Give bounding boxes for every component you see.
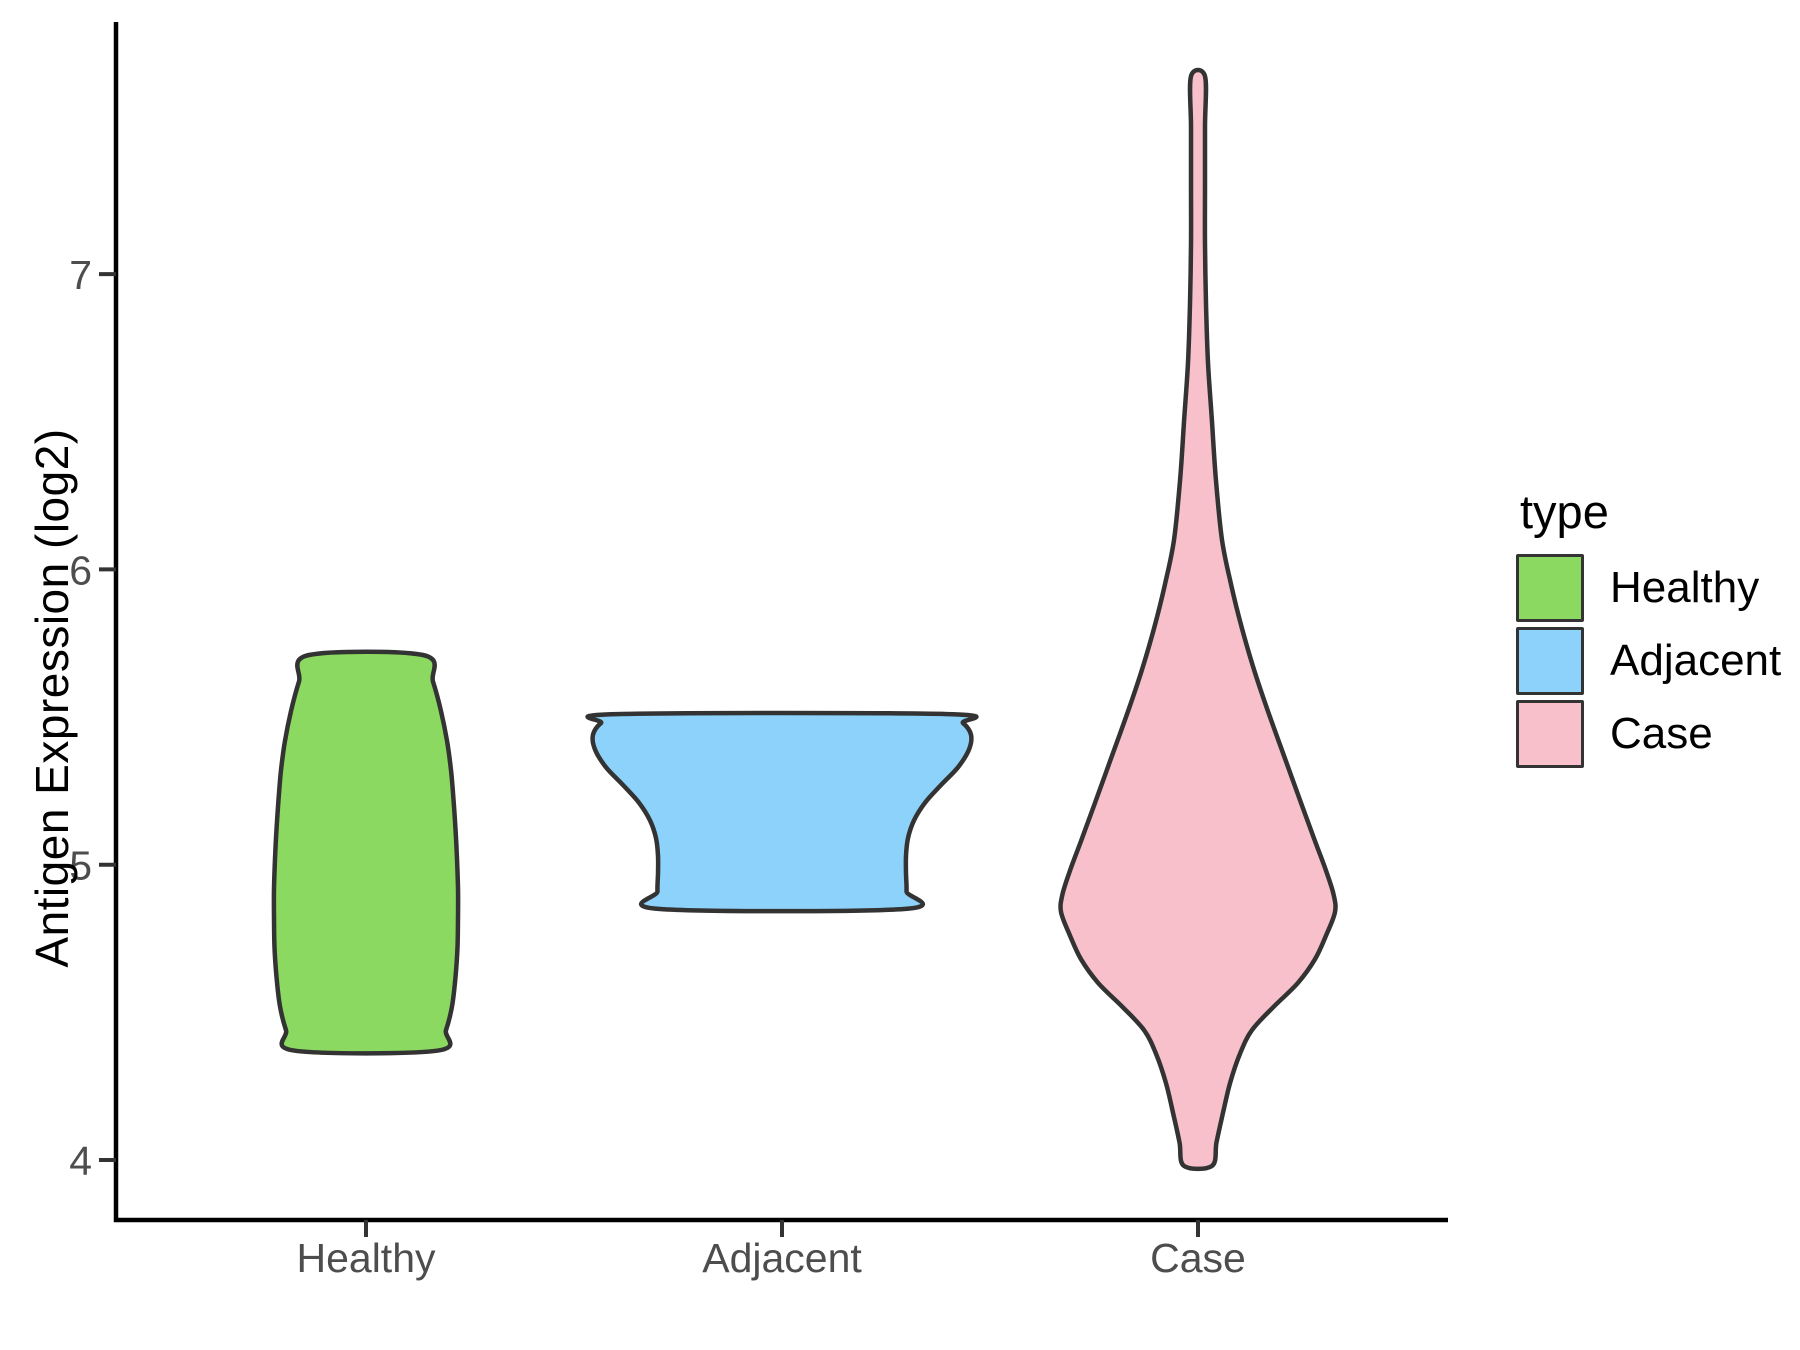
legend: type Healthy Adjacent Case [1516, 484, 1781, 773]
x-tick-label: Case [1150, 1235, 1246, 1281]
y-axis-title: Antigen Expression (log2) [26, 428, 78, 968]
x-tick-label: Healthy [296, 1235, 436, 1281]
legend-item-case: Case [1516, 700, 1781, 768]
violin-adjacent [585, 710, 979, 914]
axis-lines [113, 22, 1448, 1223]
legend-title: type [1520, 485, 1609, 538]
legend-items: Healthy Adjacent Case [1516, 554, 1781, 768]
x-tick-label: Adjacent [702, 1235, 862, 1281]
violin-healthy [271, 649, 461, 1056]
legend-swatch-adjacent [1516, 627, 1584, 695]
y-tick-label: 7 [69, 252, 92, 298]
legend-swatch-case [1516, 700, 1584, 768]
legend-label-adjacent: Adjacent [1610, 636, 1782, 685]
y-tick-label: 6 [69, 547, 92, 593]
violin-case [1058, 67, 1338, 1172]
y-tick-label: 5 [69, 843, 92, 889]
legend-item-adjacent: Adjacent [1516, 627, 1781, 695]
legend-label-healthy: Healthy [1610, 563, 1760, 612]
y-tick-label: 4 [69, 1138, 92, 1184]
legend-swatch-healthy [1516, 554, 1584, 622]
legend-item-healthy: Healthy [1516, 554, 1781, 622]
legend-label-case: Case [1610, 709, 1713, 758]
